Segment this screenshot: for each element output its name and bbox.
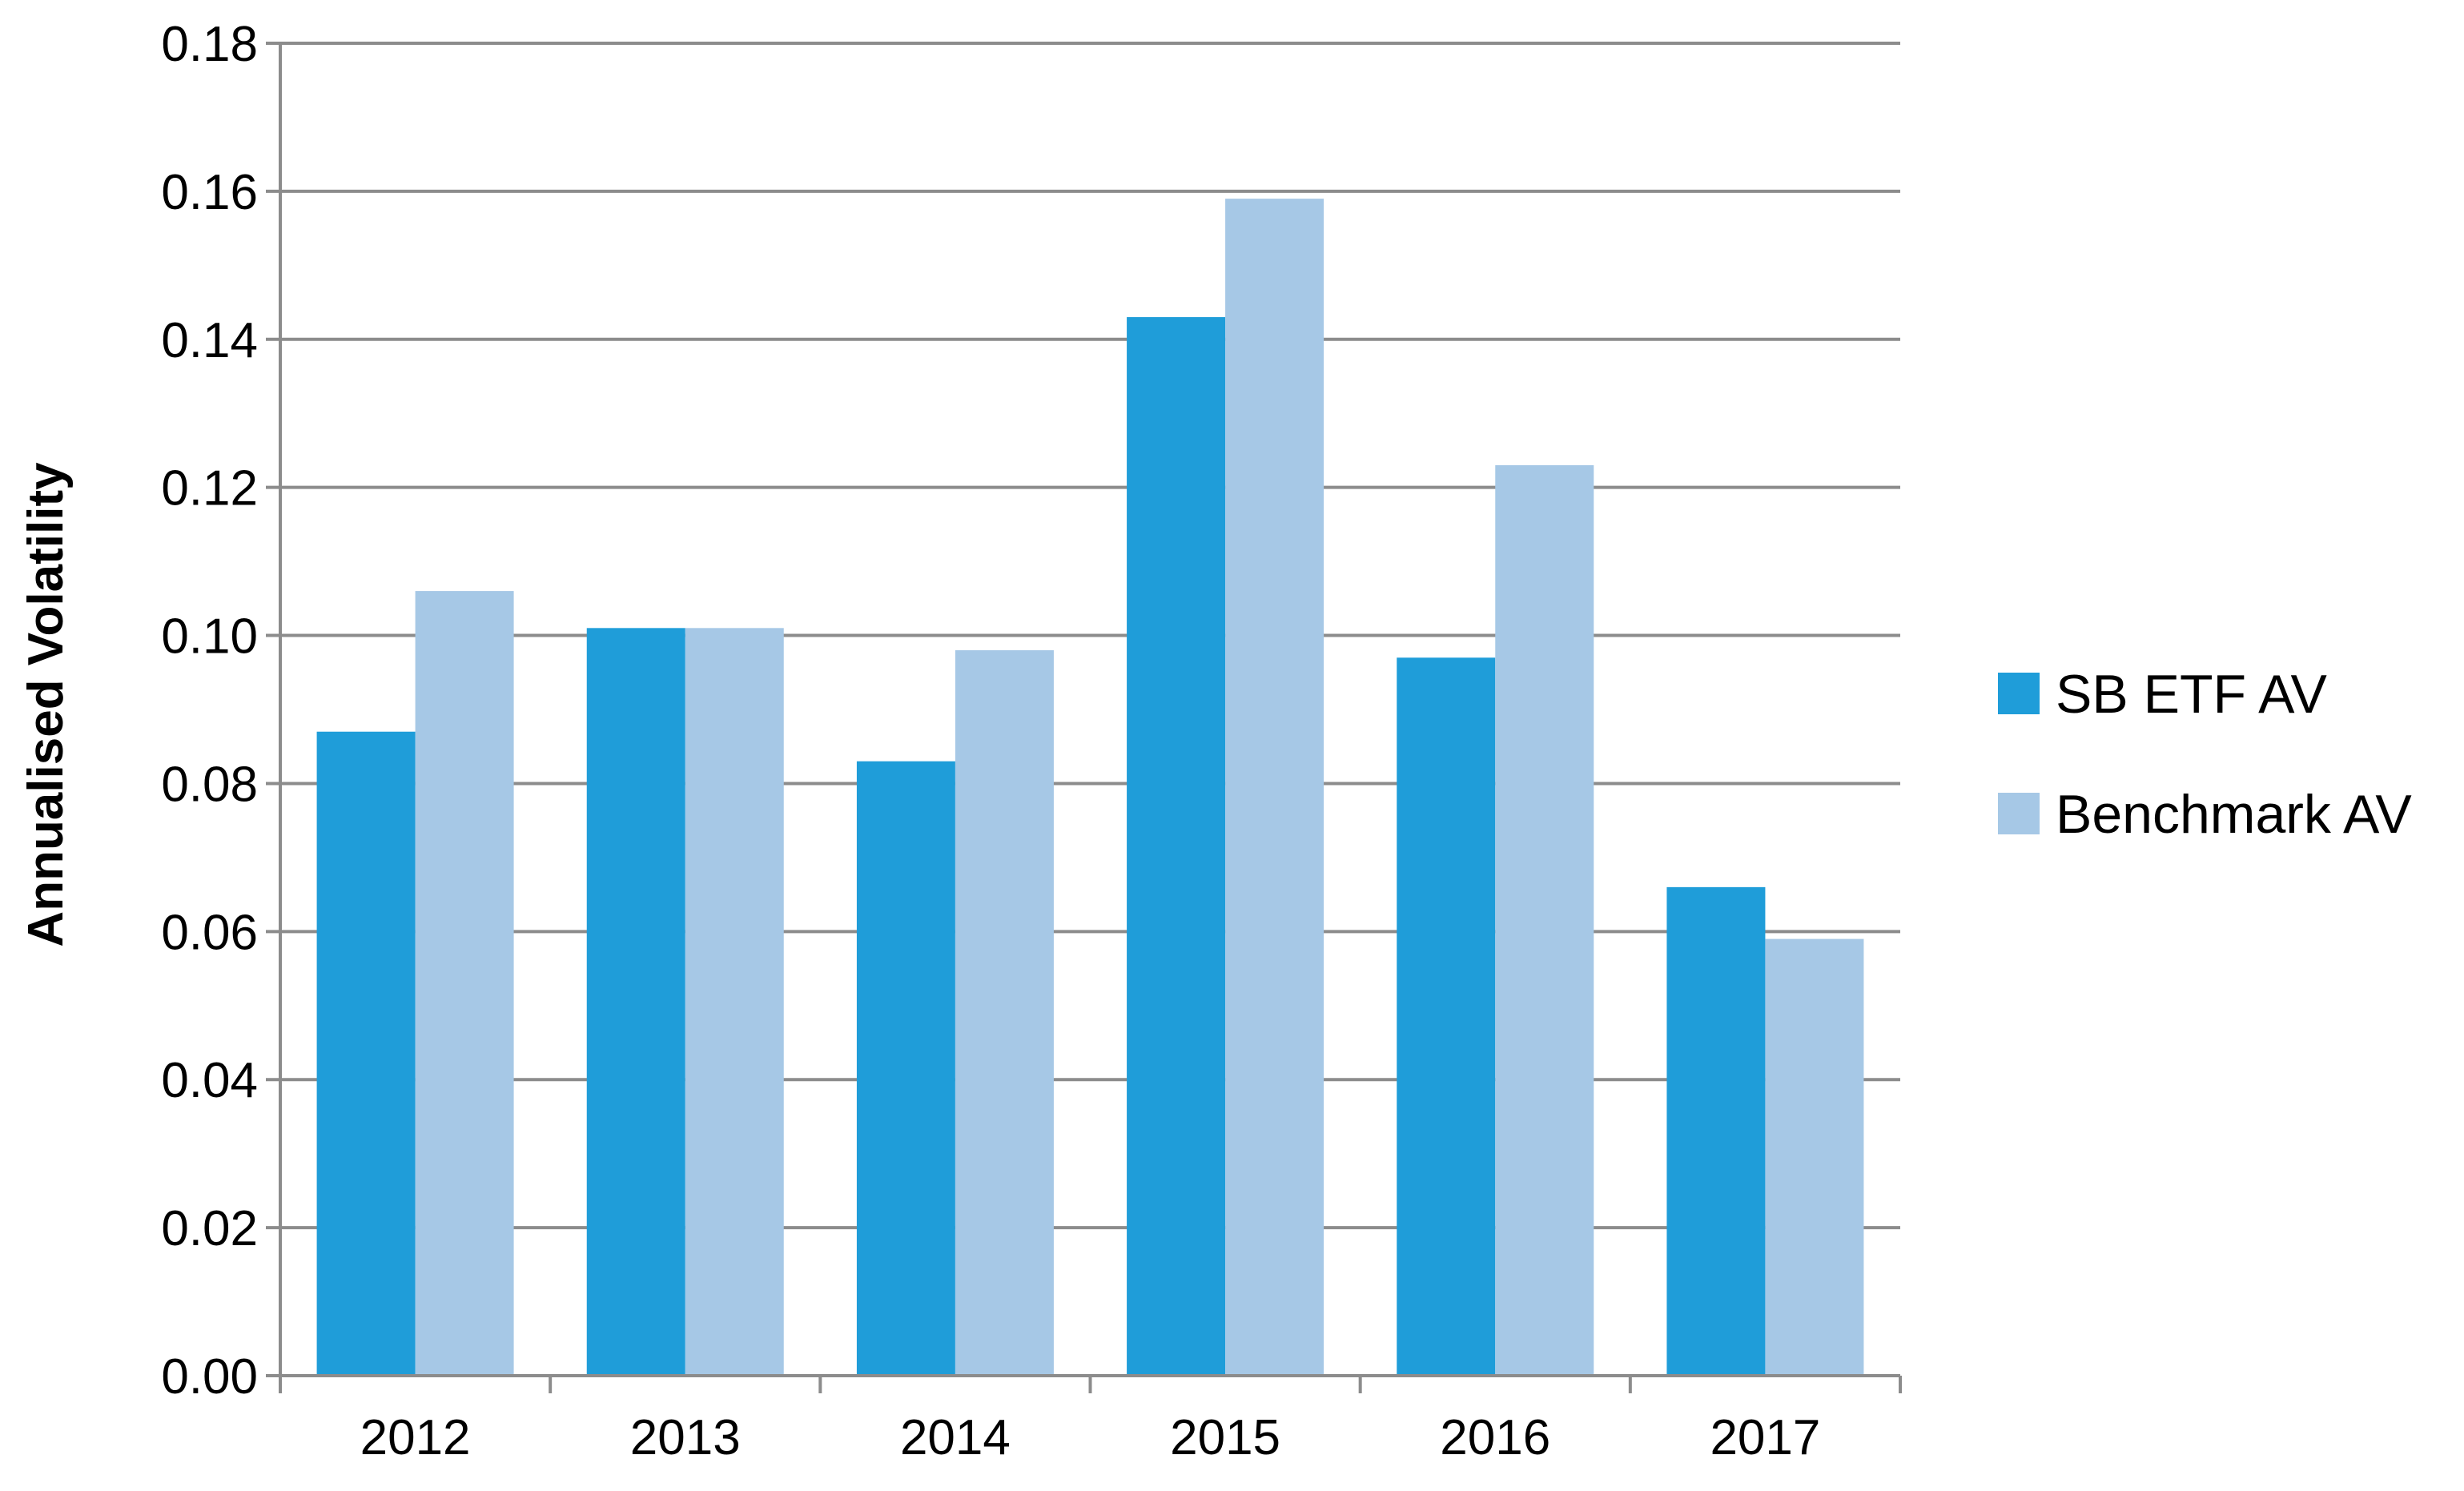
legend-swatch bbox=[1998, 793, 2040, 834]
y-tick-label: 0.04 bbox=[161, 1053, 258, 1108]
y-tick-label: 0.02 bbox=[161, 1201, 258, 1256]
bar bbox=[1397, 657, 1496, 1376]
y-tick-labels: 0.00 0.02 0.04 0.06 0.08 0.10 0.12 0.14 0.16 0.18 bbox=[161, 17, 258, 1405]
bar bbox=[1225, 199, 1324, 1376]
x-tick-label: 2016 bbox=[1440, 1410, 1550, 1465]
bar bbox=[856, 761, 955, 1376]
bar bbox=[316, 731, 416, 1376]
bar bbox=[1495, 464, 1594, 1376]
x-tick-labels: 2012 2013 2014 2015 2016 2017 bbox=[360, 1410, 1821, 1465]
x-tick-label: 2015 bbox=[1170, 1410, 1280, 1465]
axes bbox=[266, 42, 1902, 1393]
y-tick-label: 0.00 bbox=[161, 1349, 258, 1405]
bar bbox=[955, 650, 1054, 1376]
x-tick-label: 2017 bbox=[1710, 1410, 1820, 1465]
bars bbox=[316, 199, 1864, 1376]
legend-swatch bbox=[1998, 673, 2040, 714]
bar bbox=[685, 628, 784, 1376]
y-axis-title: Annualised Volatility bbox=[18, 462, 74, 947]
bar bbox=[1127, 317, 1226, 1376]
legend: SB ETF AV Benchmark AV bbox=[1998, 664, 2412, 845]
bar bbox=[415, 591, 514, 1376]
y-tick-label: 0.08 bbox=[161, 757, 258, 812]
x-tick-label: 2014 bbox=[900, 1410, 1011, 1465]
gridlines bbox=[280, 42, 1900, 1230]
bar bbox=[586, 628, 685, 1376]
legend-label: Benchmark AV bbox=[2056, 784, 2412, 845]
y-tick-label: 0.12 bbox=[161, 461, 258, 516]
y-tick-label: 0.06 bbox=[161, 905, 258, 960]
x-tick-label: 2013 bbox=[630, 1410, 741, 1465]
y-tick-label: 0.10 bbox=[161, 609, 258, 665]
y-tick-label: 0.16 bbox=[161, 165, 258, 220]
y-tick-label: 0.18 bbox=[161, 17, 258, 72]
y-tick-label: 0.14 bbox=[161, 313, 258, 368]
legend-label: SB ETF AV bbox=[2056, 664, 2327, 725]
bar bbox=[1765, 938, 1864, 1376]
x-tick-label: 2012 bbox=[360, 1410, 471, 1465]
bar bbox=[1666, 886, 1766, 1376]
